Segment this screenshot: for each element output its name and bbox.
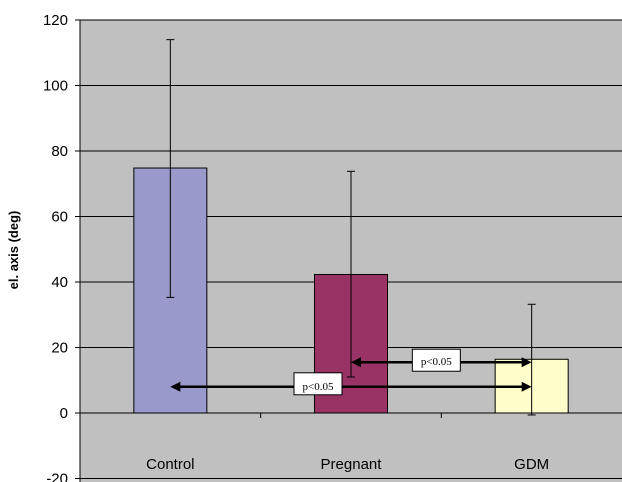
error-bars bbox=[166, 39, 536, 416]
category-label-control: Control bbox=[146, 456, 194, 473]
y-tick-label: 20 bbox=[51, 340, 68, 357]
y-tick-label: 80 bbox=[51, 143, 68, 160]
y-tick-label: 40 bbox=[51, 274, 68, 291]
significance-arrow-2: p<0.05 bbox=[351, 348, 532, 372]
y-axis-label: el. axis (deg) bbox=[6, 211, 21, 290]
p-value-label: p<0.05 bbox=[421, 356, 452, 368]
error-bar-pregnant bbox=[347, 170, 355, 378]
y-tick-label: 60 bbox=[51, 209, 68, 226]
y-tick-label: 0 bbox=[60, 405, 68, 422]
category-label-gdm: GDM bbox=[514, 456, 549, 473]
annotations: p<0.05 p<0.05 bbox=[170, 348, 532, 396]
p-value-box bbox=[411, 348, 461, 372]
y-tick-label: 120 bbox=[43, 12, 68, 29]
category-labels: Control Pregnant GDM bbox=[146, 456, 549, 473]
significance-arrow-1: p<0.05 bbox=[170, 372, 532, 396]
y-axis-ticks: -20 0 20 40 60 80 100 120 bbox=[43, 12, 80, 482]
error-bar-gdm bbox=[527, 303, 536, 416]
y-tick-label: -20 bbox=[46, 471, 68, 482]
p-value-label: p<0.05 bbox=[303, 381, 334, 393]
category-label-pregnant: Pregnant bbox=[321, 456, 383, 473]
p-value-box bbox=[293, 372, 343, 396]
y-tick-label: 100 bbox=[43, 78, 68, 95]
error-bar-control bbox=[166, 39, 175, 298]
